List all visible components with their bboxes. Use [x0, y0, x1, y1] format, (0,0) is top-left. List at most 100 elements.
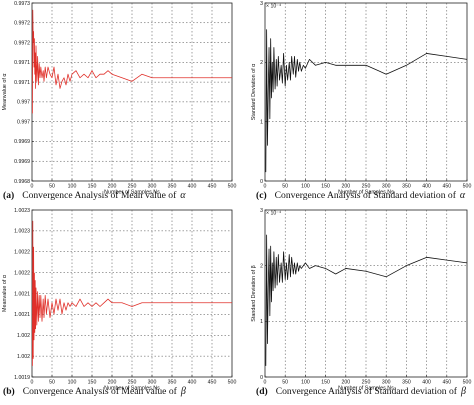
- y-axis-label: Standard Deviation of β: [251, 265, 257, 321]
- plot-frame: [31, 209, 233, 378]
- y-tick-label: 0.9972: [14, 40, 30, 46]
- y-tick-label: 1.0023: [14, 229, 30, 235]
- x-tick-label: 300: [382, 184, 391, 190]
- x-tick-label: 250: [128, 184, 137, 190]
- y-tick-label: 3: [260, 1, 263, 7]
- x-tick-label: 100: [301, 380, 310, 386]
- x-tick-label: 100: [301, 184, 310, 190]
- caption-symbol: α: [180, 190, 186, 201]
- series-line: [265, 234, 468, 366]
- x-tick-label: 450: [208, 184, 217, 190]
- y-tick-label: 0.997: [17, 100, 30, 106]
- y-tick-label: 1.0019: [14, 375, 30, 381]
- caption-symbol: β: [180, 386, 186, 397]
- y-tick-label: 1.0021: [14, 291, 30, 297]
- figure-caption: (b) Convergence Analysis of Mean value of…: [3, 386, 186, 397]
- y-tick-label: 1.0023: [14, 208, 30, 214]
- caption-letter: (b): [3, 386, 15, 397]
- x-tick-label: 450: [442, 184, 451, 190]
- x-tick-label: 50: [49, 184, 55, 190]
- x-tick-label: 300: [148, 380, 157, 386]
- x-axis-label: Number of Samples,Ns: [338, 386, 394, 392]
- figure-caption: (a) Convergence Analysis of Mean value of…: [3, 190, 186, 201]
- x-tick-label: 100: [68, 184, 77, 190]
- x-tick-label: 50: [282, 184, 288, 190]
- y-tick-label: 3: [260, 208, 263, 214]
- x-tick-label: 400: [422, 380, 431, 386]
- y-exponent: × 10⁻⁴: [266, 211, 281, 217]
- y-tick-label: 0: [260, 375, 263, 381]
- y-exponent: × 10⁻⁴: [266, 4, 281, 10]
- x-tick-label: 350: [402, 184, 411, 190]
- y-tick-label: 2: [260, 263, 263, 269]
- y-tick-label: 0: [260, 179, 263, 185]
- x-tick-label: 0: [31, 380, 34, 386]
- x-tick-label: 250: [362, 380, 371, 386]
- x-tick-label: 200: [108, 380, 117, 386]
- x-tick-label: 450: [442, 380, 451, 386]
- x-tick-label: 200: [108, 184, 117, 190]
- y-tick-label: 2: [260, 60, 263, 66]
- y-tick-label: 1.0022: [14, 250, 30, 256]
- series-line: [32, 9, 232, 114]
- caption-symbol: α: [460, 190, 466, 201]
- y-tick-label: 0.9971: [14, 80, 30, 86]
- x-tick-label: 150: [321, 184, 330, 190]
- series-line: [32, 220, 232, 366]
- x-tick-label: 150: [88, 380, 97, 386]
- y-tick-label: 1.0022: [14, 270, 30, 276]
- x-tick-label: 200: [341, 380, 350, 386]
- x-tick-label: 0: [264, 380, 267, 386]
- caption-symbol: β: [460, 386, 466, 397]
- caption-text: Convergence Analysis of Mean value of: [22, 190, 177, 201]
- x-axis-label: Number of Samples,Ns: [104, 190, 160, 196]
- y-tick-label: 0.9969: [14, 159, 30, 165]
- caption-text: Convergence Analysis of Mean value of: [23, 386, 178, 397]
- x-tick-label: 500: [228, 184, 237, 190]
- x-axis-label: Number of Samples,Ns: [104, 386, 160, 392]
- y-axis-label: Meanvalue of α: [2, 74, 8, 111]
- y-tick-label: 0.9973: [14, 1, 30, 7]
- x-tick-label: 0: [31, 184, 34, 190]
- x-tick-label: 400: [188, 380, 197, 386]
- x-tick-label: 150: [321, 380, 330, 386]
- x-tick-label: 350: [402, 380, 411, 386]
- plot-frame: [264, 209, 468, 378]
- x-tick-label: 50: [282, 380, 288, 386]
- y-tick-label: 0.9969: [14, 139, 30, 145]
- x-tick-label: 50: [49, 380, 55, 386]
- panel-a: 0 50 100 150 200 250 300 350 400 450 500 0.9968 0.99…: [2, 1, 236, 201]
- caption-text: Convergence Analysis of Standard deviati…: [276, 386, 458, 397]
- panel-d: 0 50 100 150 200 250 300 350 400 450 500 0 1 2 3 × 10⁻⁴…: [251, 208, 471, 397]
- panel-c: 0 50 100 150 200 250 300 350 400 450 500 0 1 2 3 × 10⁻⁴…: [251, 1, 471, 201]
- y-tick-label: 1: [260, 119, 263, 125]
- x-tick-label: 400: [188, 184, 197, 190]
- y-tick-label: 1.002: [17, 333, 30, 339]
- x-tick-label: 350: [168, 380, 177, 386]
- y-tick-label: 1.002: [17, 354, 30, 360]
- x-tick-label: 500: [463, 380, 472, 386]
- x-tick-label: 350: [168, 184, 177, 190]
- y-tick-label: 0.9972: [14, 21, 30, 27]
- y-tick-label: 0.9971: [14, 60, 30, 66]
- y-axis-label: Meanvalue of α: [2, 275, 8, 312]
- x-tick-label: 500: [228, 380, 237, 386]
- caption-text: Convergence Analysis of Standard deviati…: [275, 190, 457, 201]
- x-tick-label: 200: [341, 184, 350, 190]
- x-tick-label: 250: [128, 380, 137, 386]
- x-tick-label: 400: [422, 184, 431, 190]
- series-line: [265, 29, 468, 173]
- figure-caption: (c) Convergence Analysis of Standard devi…: [256, 190, 466, 201]
- y-tick-label: 0.997: [17, 119, 30, 125]
- x-tick-label: 250: [362, 184, 371, 190]
- x-axis-label: Number of Samples,Ns: [338, 190, 394, 196]
- y-axis-label: Standard Deviation of α: [251, 64, 257, 120]
- x-tick-label: 0: [264, 184, 267, 190]
- y-tick-label: 0.9968: [14, 179, 30, 185]
- caption-letter: (a): [3, 190, 14, 201]
- figure-caption: (d) Convergence Analysis of Standard devi…: [256, 386, 466, 397]
- caption-letter: (d): [256, 386, 268, 397]
- x-tick-label: 300: [382, 380, 391, 386]
- x-tick-label: 450: [208, 380, 217, 386]
